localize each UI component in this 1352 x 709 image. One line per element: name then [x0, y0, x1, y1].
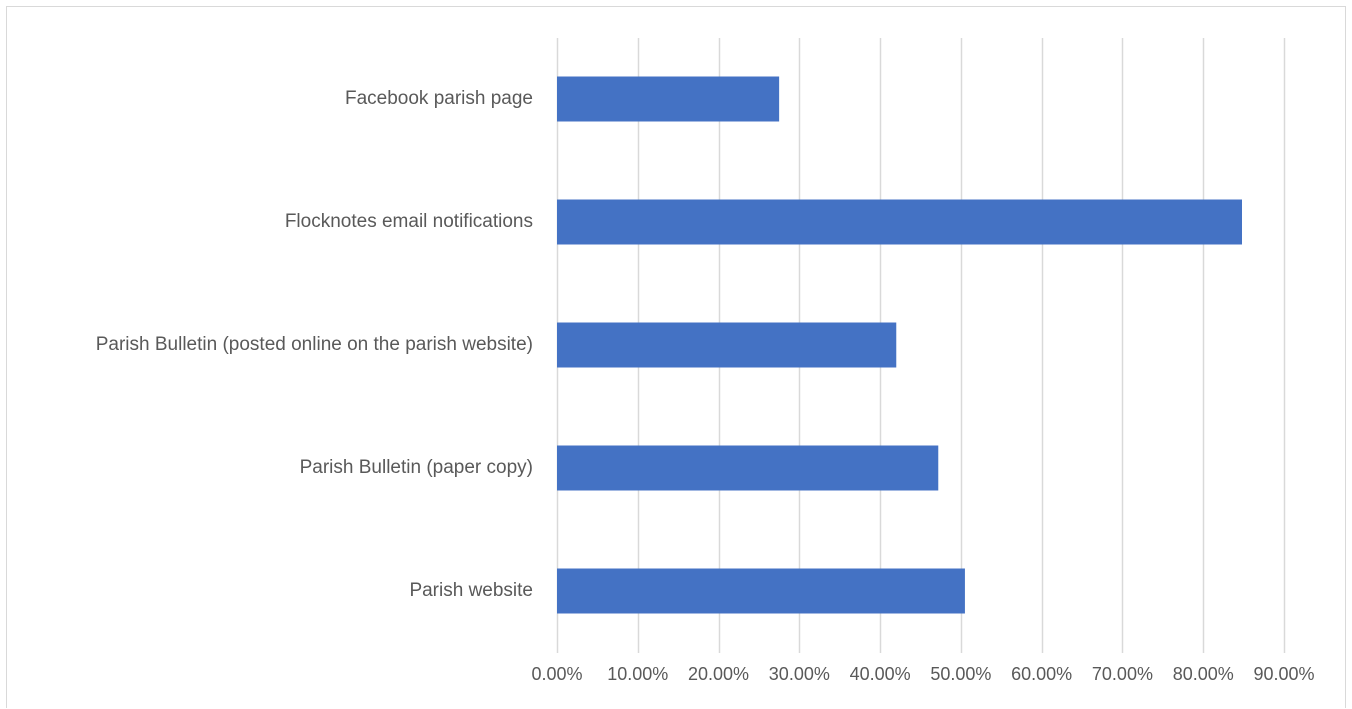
category-label: Parish Bulletin (posted online on the pa…	[96, 334, 533, 355]
bar	[557, 568, 965, 614]
x-tick-label: 80.00%	[1173, 664, 1234, 684]
chart-area: Facebook parish page Flocknotes email not…	[6, 6, 1346, 708]
bar	[557, 199, 1242, 245]
bar	[557, 445, 939, 491]
x-tick-label: 70.00%	[1092, 664, 1153, 684]
bar-chart: Facebook parish page Flocknotes email not…	[96, 38, 1315, 684]
x-tick-label: 40.00%	[850, 664, 911, 684]
x-axis-tick-labels: 0.00% 10.00% 20.00% 30.00% 40.00% 50.00% 60.00…	[531, 664, 1314, 684]
x-tick-label: 10.00%	[607, 664, 668, 684]
bar	[557, 322, 897, 368]
x-tick-label: 90.00%	[1253, 664, 1314, 684]
category-label: Parish website	[409, 580, 533, 601]
category-label: Facebook parish page	[345, 88, 533, 109]
x-tick-label: 50.00%	[930, 664, 991, 684]
bar	[557, 76, 780, 122]
x-tick-label: 30.00%	[769, 664, 830, 684]
x-tick-label: 20.00%	[688, 664, 749, 684]
x-tick-label: 60.00%	[1011, 664, 1072, 684]
category-label: Flocknotes email notifications	[285, 211, 533, 232]
bars	[557, 76, 1242, 614]
category-label: Parish Bulletin (paper copy)	[300, 457, 533, 478]
x-tick-label: 0.00%	[531, 664, 582, 684]
category-labels: Facebook parish page Flocknotes email not…	[96, 88, 533, 601]
